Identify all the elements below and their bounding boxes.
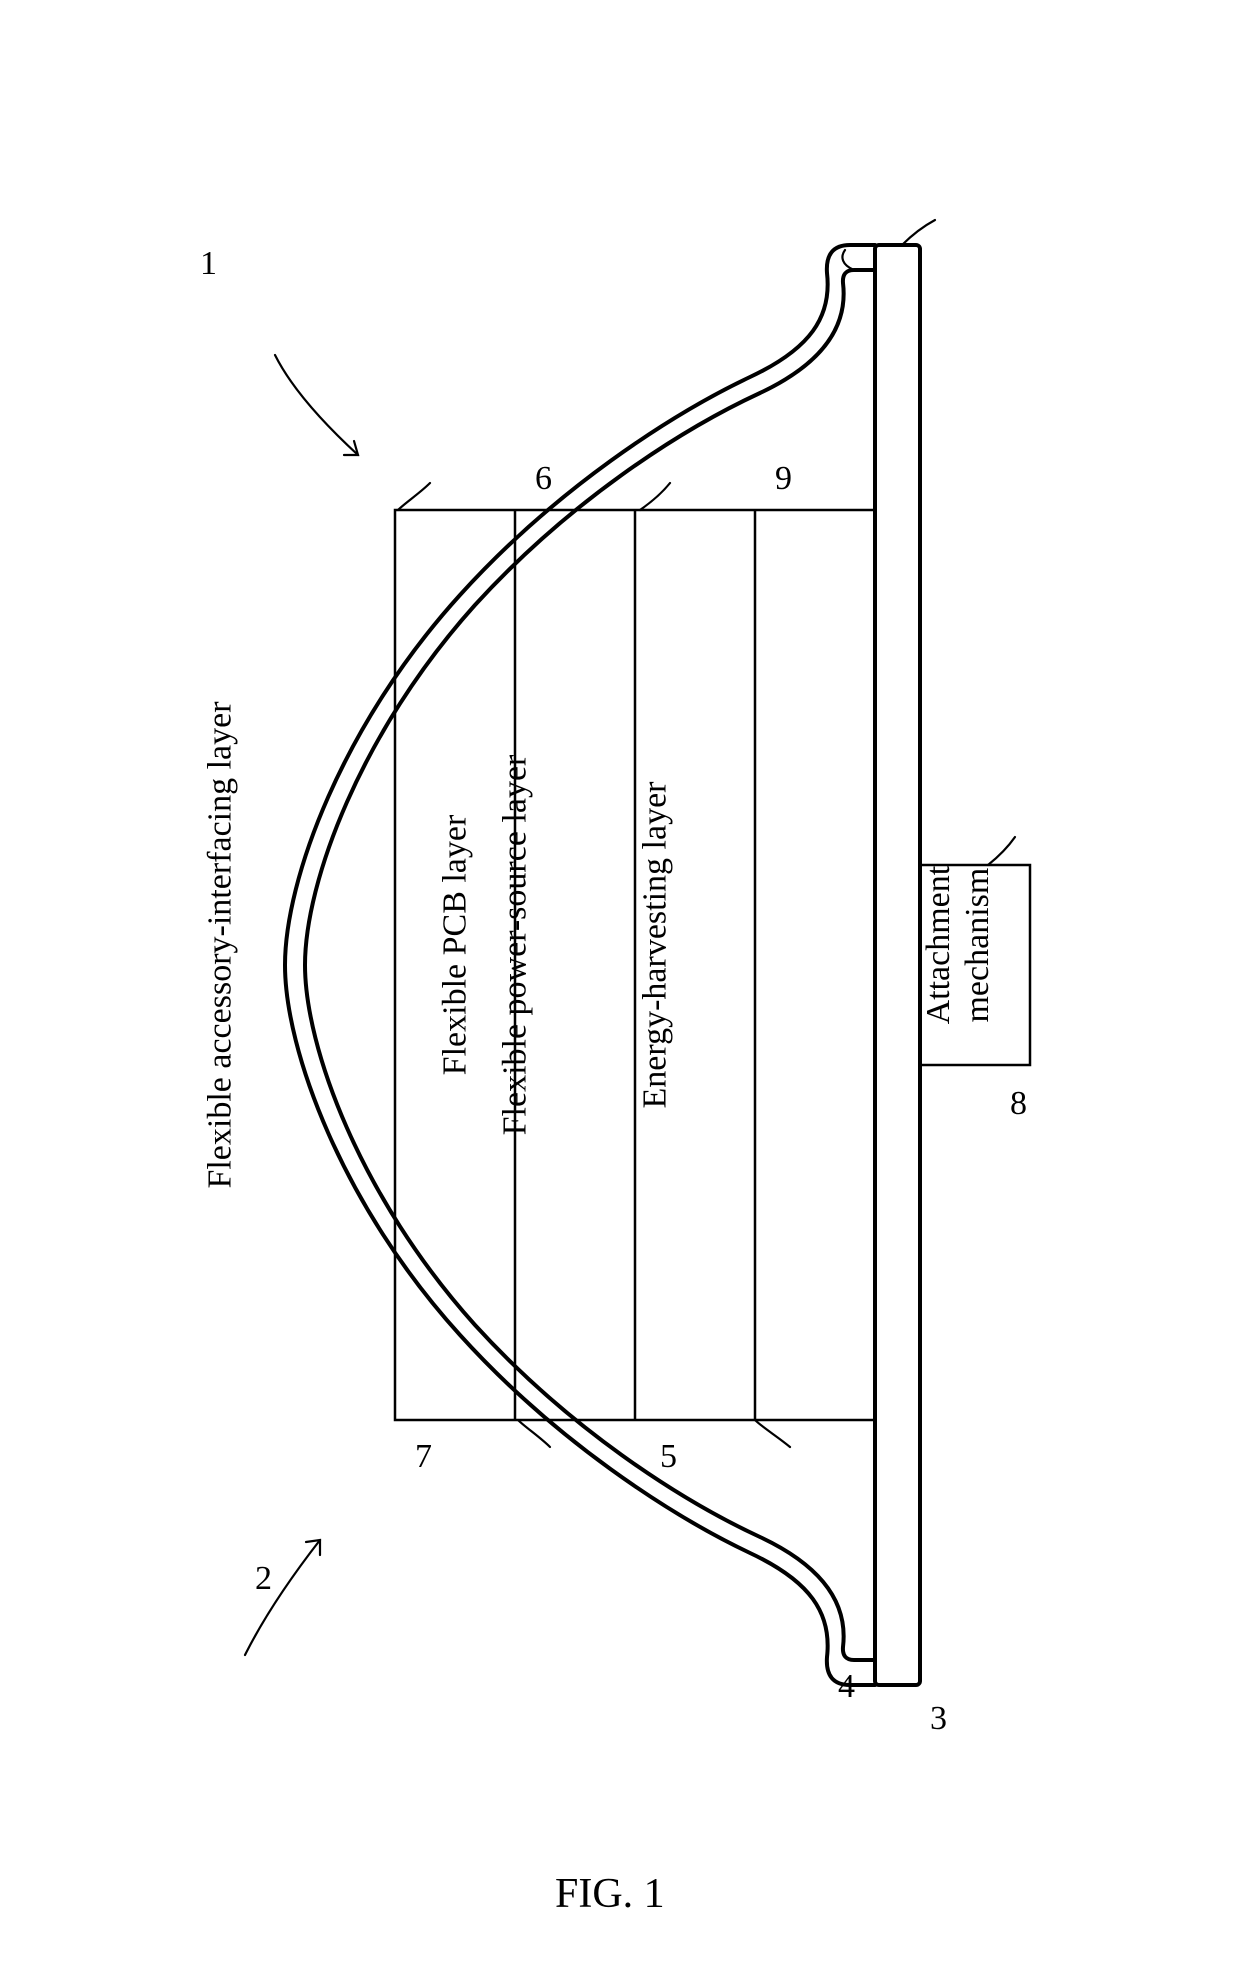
ref-2: 2 (255, 1560, 272, 1598)
layer-pcb-label: Flexible PCB layer (436, 815, 474, 1076)
layer-power-label: Flexible power-source layer (496, 755, 534, 1136)
ref-6: 6 (535, 460, 552, 498)
layer-top-label: Flexible accessory-interfacing layer (201, 701, 239, 1188)
attachment-label: Attachment mechanism (919, 866, 997, 1025)
ref-8: 8 (1010, 1085, 1027, 1123)
ref-1: 1 (200, 245, 217, 283)
layer-energy-label: Energy-harvesting layer (636, 782, 674, 1109)
ref-3: 3 (930, 1700, 947, 1738)
base-plate (875, 245, 920, 1685)
ref-4: 4 (838, 1668, 855, 1706)
diagram-canvas (0, 0, 1240, 1969)
ref-9: 9 (775, 460, 792, 498)
ref-5: 5 (660, 1438, 677, 1476)
figure-caption: FIG. 1 (555, 1870, 665, 1918)
leaders (245, 220, 1015, 1655)
ref-7: 7 (415, 1438, 432, 1476)
